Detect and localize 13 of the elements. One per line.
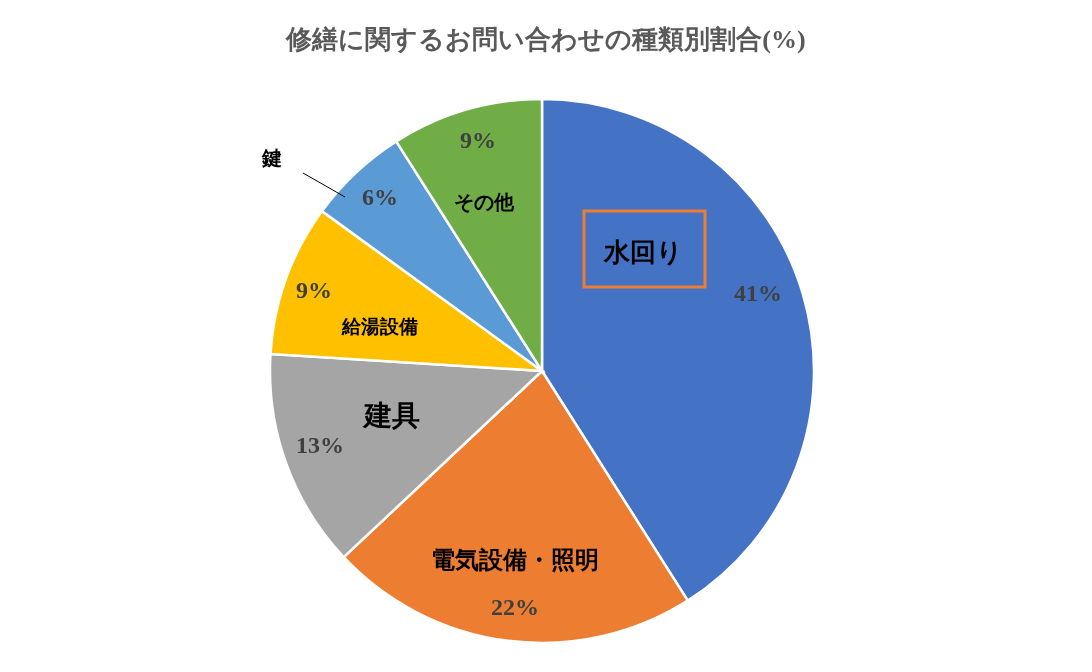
data-label: 6% <box>362 184 398 210</box>
slice-label: 電気設備・照明 <box>431 547 599 573</box>
slice-label: 建具 <box>362 399 420 431</box>
data-label: 9% <box>296 277 332 303</box>
slice-label: 鍵 <box>261 147 282 169</box>
data-label: 9% <box>460 127 496 153</box>
slice-label: 給湯設備 <box>341 315 418 337</box>
slice-label: 水回り <box>602 237 683 267</box>
data-label: 13% <box>296 432 344 458</box>
chart-title: 修繕に関するお問い合わせの種類別割合(%) <box>285 25 806 54</box>
data-label: 22% <box>491 594 539 620</box>
data-label: 41% <box>734 280 782 306</box>
slice-label: その他 <box>454 191 515 213</box>
